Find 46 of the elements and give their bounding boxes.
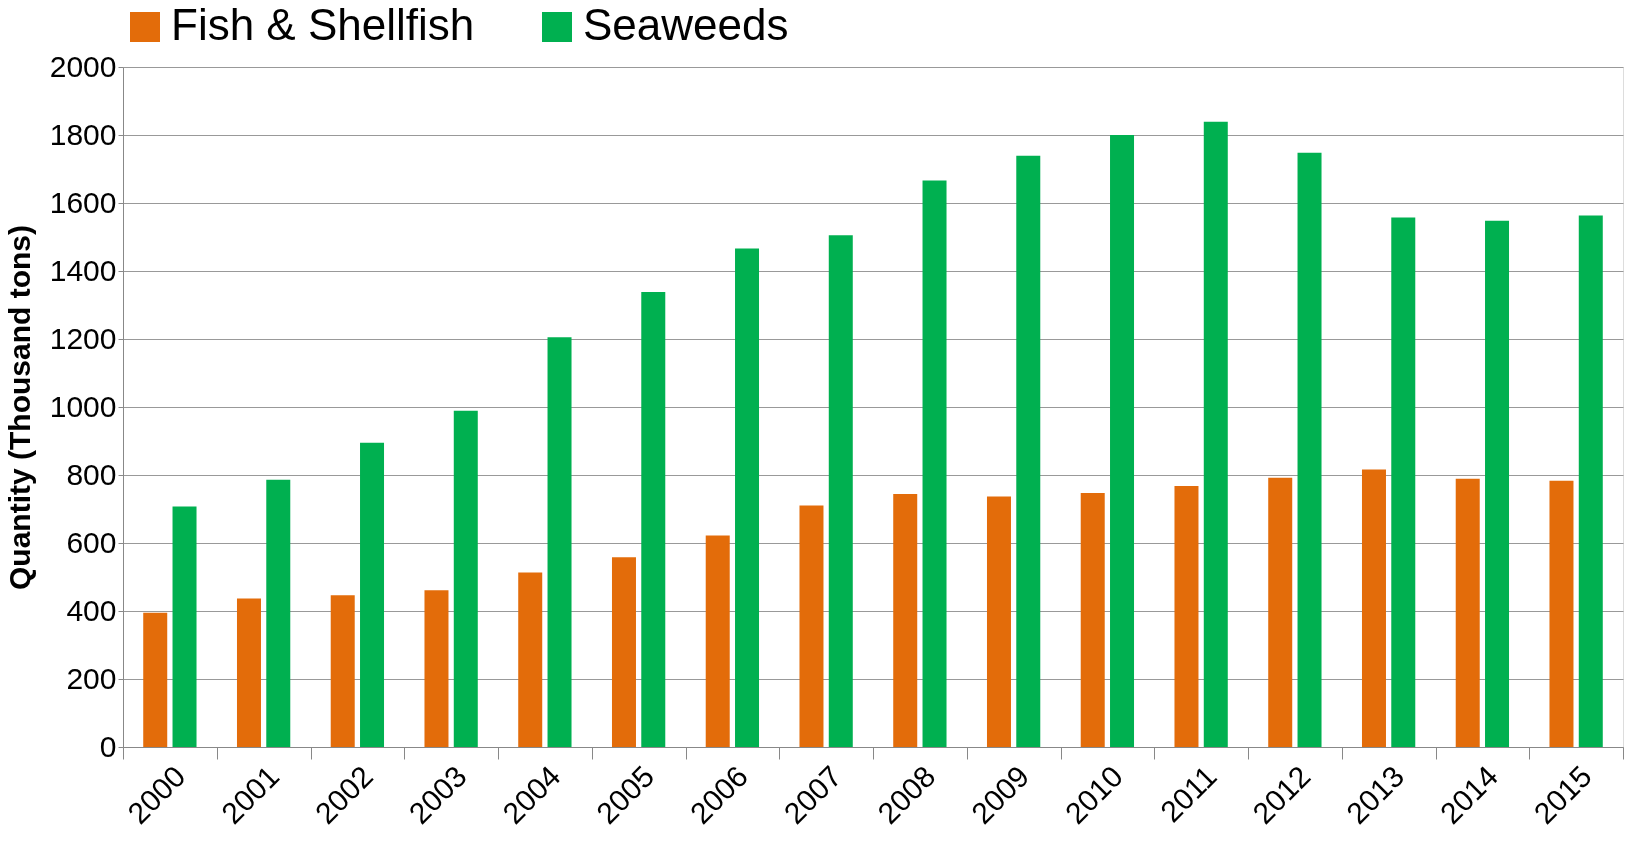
bar bbox=[799, 505, 824, 747]
bar bbox=[143, 612, 168, 747]
bar bbox=[330, 595, 355, 747]
y-tick-label: 1200 bbox=[49, 321, 117, 355]
bar bbox=[828, 235, 853, 747]
legend-label: Seaweeds bbox=[583, 0, 789, 49]
bar bbox=[1110, 135, 1135, 747]
y-tick-label: 0 bbox=[99, 729, 117, 763]
bar bbox=[1549, 480, 1574, 747]
bar bbox=[705, 535, 730, 747]
bar bbox=[1174, 485, 1199, 747]
bar bbox=[1455, 478, 1480, 747]
bar bbox=[360, 442, 385, 747]
legend-label: Fish & Shellfish bbox=[171, 0, 475, 49]
bar bbox=[172, 506, 197, 747]
y-tick-label: 200 bbox=[66, 661, 117, 695]
bar bbox=[266, 479, 291, 747]
y-tick-label: 2000 bbox=[49, 49, 117, 83]
y-tick-label: 1400 bbox=[49, 253, 117, 287]
y-axis-title: Quantity (Thousand tons) bbox=[2, 225, 36, 590]
bar bbox=[453, 410, 478, 747]
bar bbox=[986, 496, 1011, 747]
bar bbox=[424, 590, 449, 747]
y-tick-label: 400 bbox=[66, 593, 117, 627]
bar bbox=[1361, 469, 1386, 747]
y-tick-label: 800 bbox=[66, 457, 117, 491]
bar bbox=[1080, 493, 1105, 747]
y-tick-label: 1800 bbox=[49, 117, 117, 151]
y-tick-label: 1000 bbox=[49, 389, 117, 423]
bar bbox=[1391, 217, 1416, 747]
bar bbox=[1485, 220, 1510, 747]
bar bbox=[1297, 152, 1322, 747]
bar bbox=[641, 292, 666, 747]
y-tick-label: 600 bbox=[66, 525, 117, 559]
bar bbox=[236, 598, 261, 747]
bar bbox=[547, 337, 572, 747]
bar bbox=[1203, 121, 1228, 747]
bar bbox=[518, 572, 543, 747]
y-tick-label: 1600 bbox=[49, 185, 117, 219]
bar bbox=[735, 248, 760, 747]
bar bbox=[1578, 215, 1603, 747]
bar bbox=[611, 557, 636, 747]
bar bbox=[922, 180, 947, 747]
bar bbox=[893, 494, 918, 747]
bar bbox=[1268, 477, 1293, 747]
bar bbox=[1016, 155, 1041, 747]
